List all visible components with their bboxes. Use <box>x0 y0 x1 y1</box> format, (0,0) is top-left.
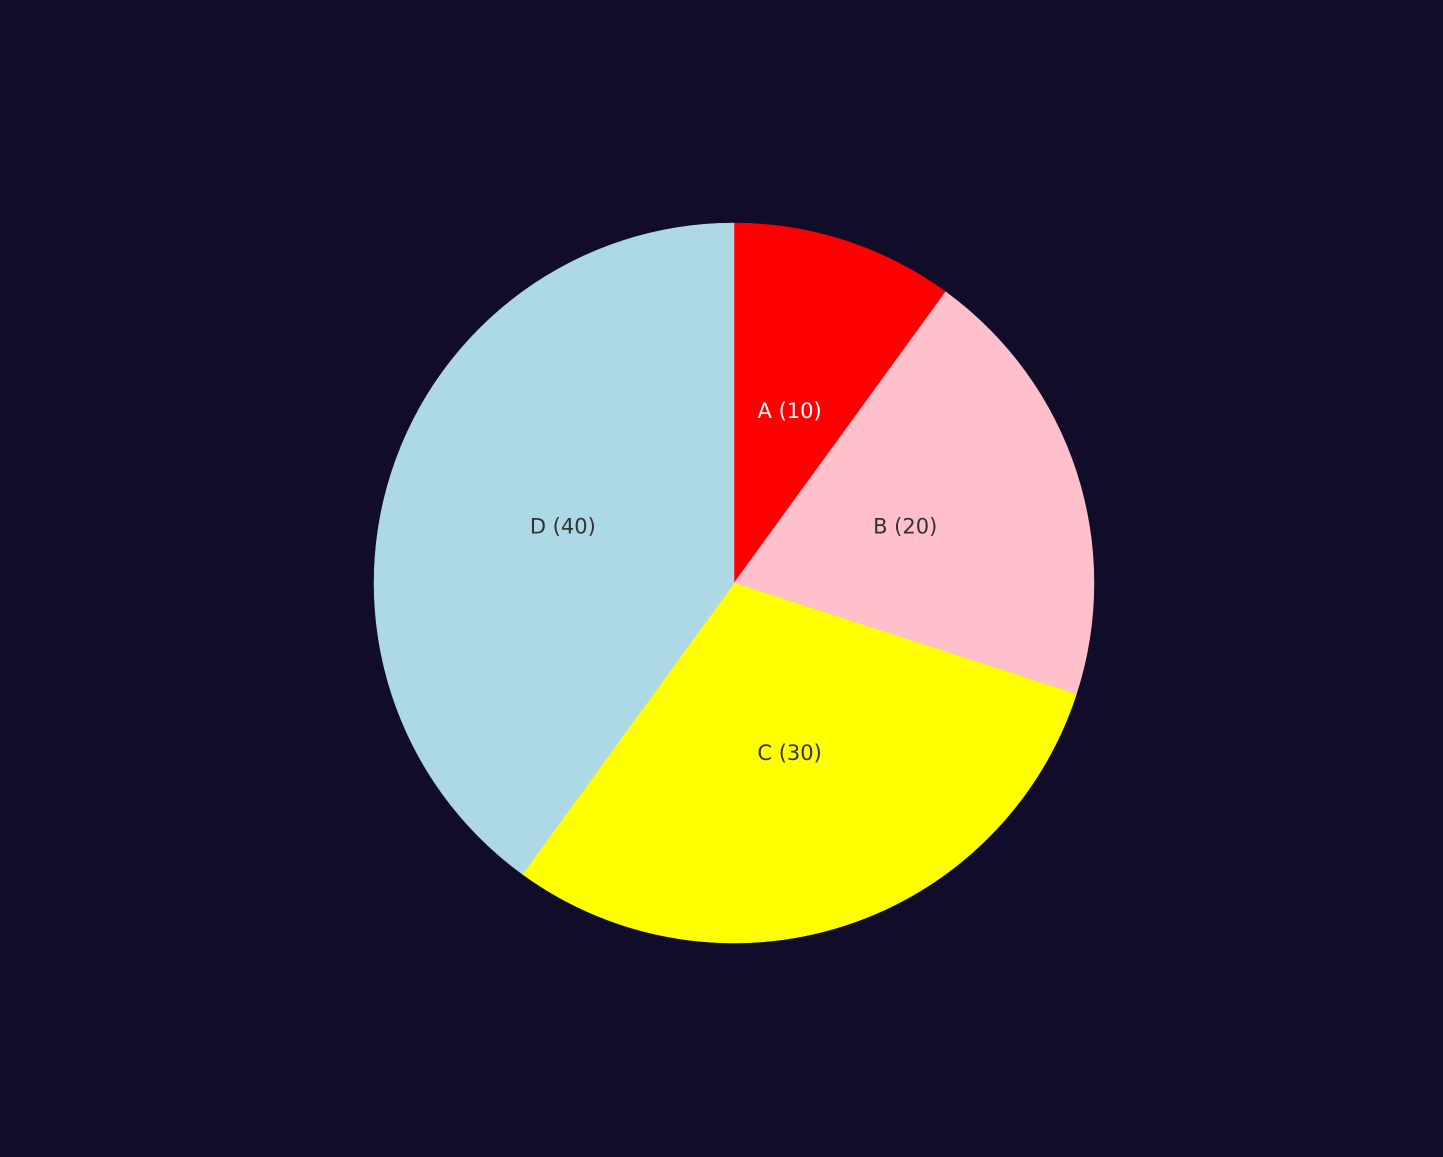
pie-slice-d[interactable] <box>373 222 735 875</box>
pie-slice-c[interactable] <box>522 582 1077 944</box>
pie-slice-a[interactable] <box>733 222 946 584</box>
pie-slice-label-b: B (20) <box>873 514 937 538</box>
pie-slice-labels: A (10) B (20) C (30) D (40) <box>530 399 937 765</box>
pie-slices <box>373 222 1095 944</box>
pie-slice-b[interactable] <box>733 291 1095 695</box>
pie-slice-label-c: C (30) <box>757 741 821 765</box>
pie-slice-label-a: A (10) <box>758 399 822 423</box>
pie-slice-label-d: D (40) <box>530 514 596 538</box>
